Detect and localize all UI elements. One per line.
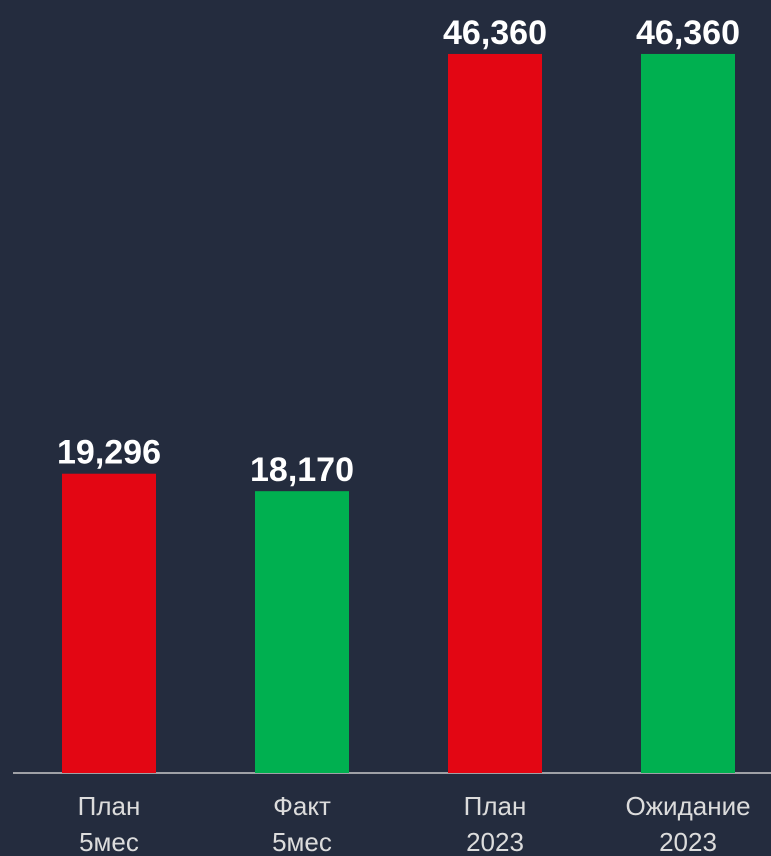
value-label: 46,360 — [636, 14, 740, 52]
x-tick-label-line: Факт — [273, 791, 331, 821]
x-tick-label-line: 2023 — [659, 827, 717, 856]
x-tick-label: План 2023 — [464, 791, 527, 856]
x-tick-label-line: Ожидание — [625, 791, 750, 821]
x-tick-label-line: 5мес — [272, 827, 332, 856]
x-tick-label: Ожидание 2023 — [625, 791, 750, 856]
bar — [62, 473, 156, 773]
value-label: 19,296 — [57, 434, 161, 472]
x-tick-label: План 5мес — [78, 791, 141, 856]
x-tick-label-line: План — [78, 791, 141, 821]
bar — [641, 53, 735, 773]
x-tick-label-line: 2023 — [466, 827, 524, 856]
x-tick-label-line: 5мес — [79, 827, 139, 856]
bar — [448, 53, 542, 773]
value-label: 18,170 — [250, 451, 354, 489]
x-tick-label: Факт 5мес — [272, 791, 332, 856]
bar — [255, 491, 349, 773]
x-tick-label-line: План — [464, 791, 527, 821]
value-label: 46,360 — [443, 14, 547, 52]
